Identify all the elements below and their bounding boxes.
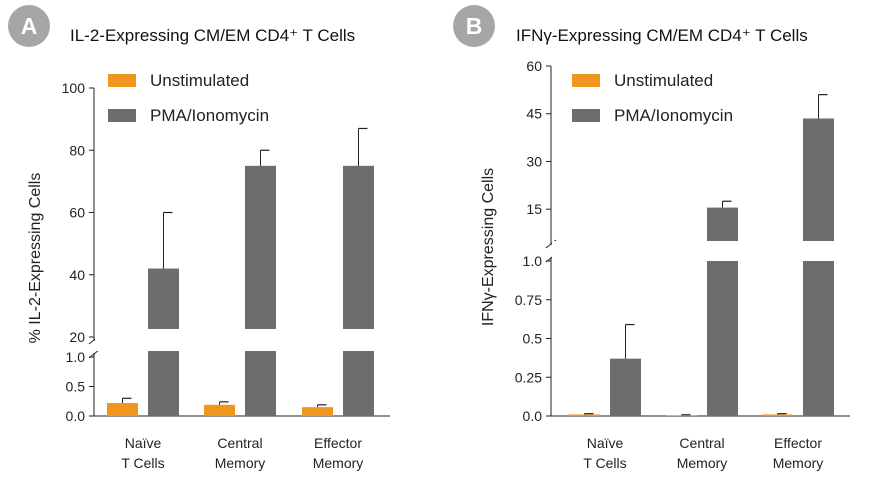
y-tick-label: 60 [526,58,542,74]
y-tick-label: 15 [526,201,542,217]
panel-badge [8,5,50,47]
y-tick-label: 100 [62,80,86,96]
axis-break-gap [95,329,391,351]
x-category-label: T Cells [121,455,164,471]
bar-pma-ionomycin [610,358,641,416]
bar-unstimulated [107,403,138,416]
panel-letter: A [21,13,38,39]
y-tick-label: 40 [69,267,85,283]
legend-label: PMA/Ionomycin [614,106,733,125]
y-tick-label: 0.0 [523,408,543,424]
legend-label: Unstimulated [614,71,713,90]
panel-letter: B [466,13,483,39]
legend-swatch [572,109,600,122]
bar-unstimulated [204,404,235,416]
x-category-label: Central [217,435,262,451]
legend-swatch [572,74,600,87]
x-category-label: Naïve [587,435,624,451]
panel-badge [453,5,495,47]
y-axis-label: IFNγ-Expressing Cells [480,168,497,326]
bar-unstimulated [302,407,333,416]
bar-pma-ionomycin [803,118,834,416]
y-tick-label: 0.0 [66,408,86,424]
x-category-label: Naïve [125,435,162,451]
y-tick-label: 1.0 [523,253,543,269]
legend-label: PMA/Ionomycin [150,106,269,125]
legend-label: Unstimulated [150,71,249,90]
chart-panel-a: A IL-2-Expressing CM/EM CD4⁺ T Cells 0.0 0.… [8,5,391,471]
x-category-label: Effector [774,435,822,451]
chart-panel-b: B IFNγ-Expressing CM/EM CD4⁺ T Cells 0.0 0.… [453,5,851,471]
x-category-label: Memory [215,455,266,471]
x-category-label: Central [679,435,724,451]
x-category-label: Memory [773,455,824,471]
legend-swatch [108,74,136,87]
y-axis-label: % IL-2-Expressing Cells [27,173,44,344]
axis-break-gap [552,241,851,261]
y-tick-label: 80 [69,142,85,158]
y-tick-label: 0.5 [523,331,543,347]
chart-title: IL-2-Expressing CM/EM CD4⁺ T Cells [70,26,355,45]
x-category-label: Memory [313,455,364,471]
bar-pma-ionomycin [343,165,374,416]
bar-pma-ionomycin [245,165,276,416]
y-tick-label: 60 [69,205,85,221]
x-category-label: Memory [677,455,728,471]
bar-unstimulated [666,415,697,417]
y-tick-label: 0.25 [515,369,542,385]
y-tick-label: 30 [526,153,542,169]
bar-unstimulated [569,414,600,416]
bar-pma-ionomycin [707,207,738,416]
legend-swatch [108,109,136,122]
y-tick-label: 20 [69,329,85,345]
y-tick-label: 0.75 [515,292,542,308]
y-tick-label: 1.0 [66,349,86,365]
chart-title: IFNγ-Expressing CM/EM CD4⁺ T Cells [516,26,808,45]
bar-unstimulated [762,414,793,416]
y-tick-label: 0.5 [66,379,86,395]
y-tick-label: 45 [526,106,542,122]
x-category-label: T Cells [583,455,626,471]
x-category-label: Effector [314,435,362,451]
